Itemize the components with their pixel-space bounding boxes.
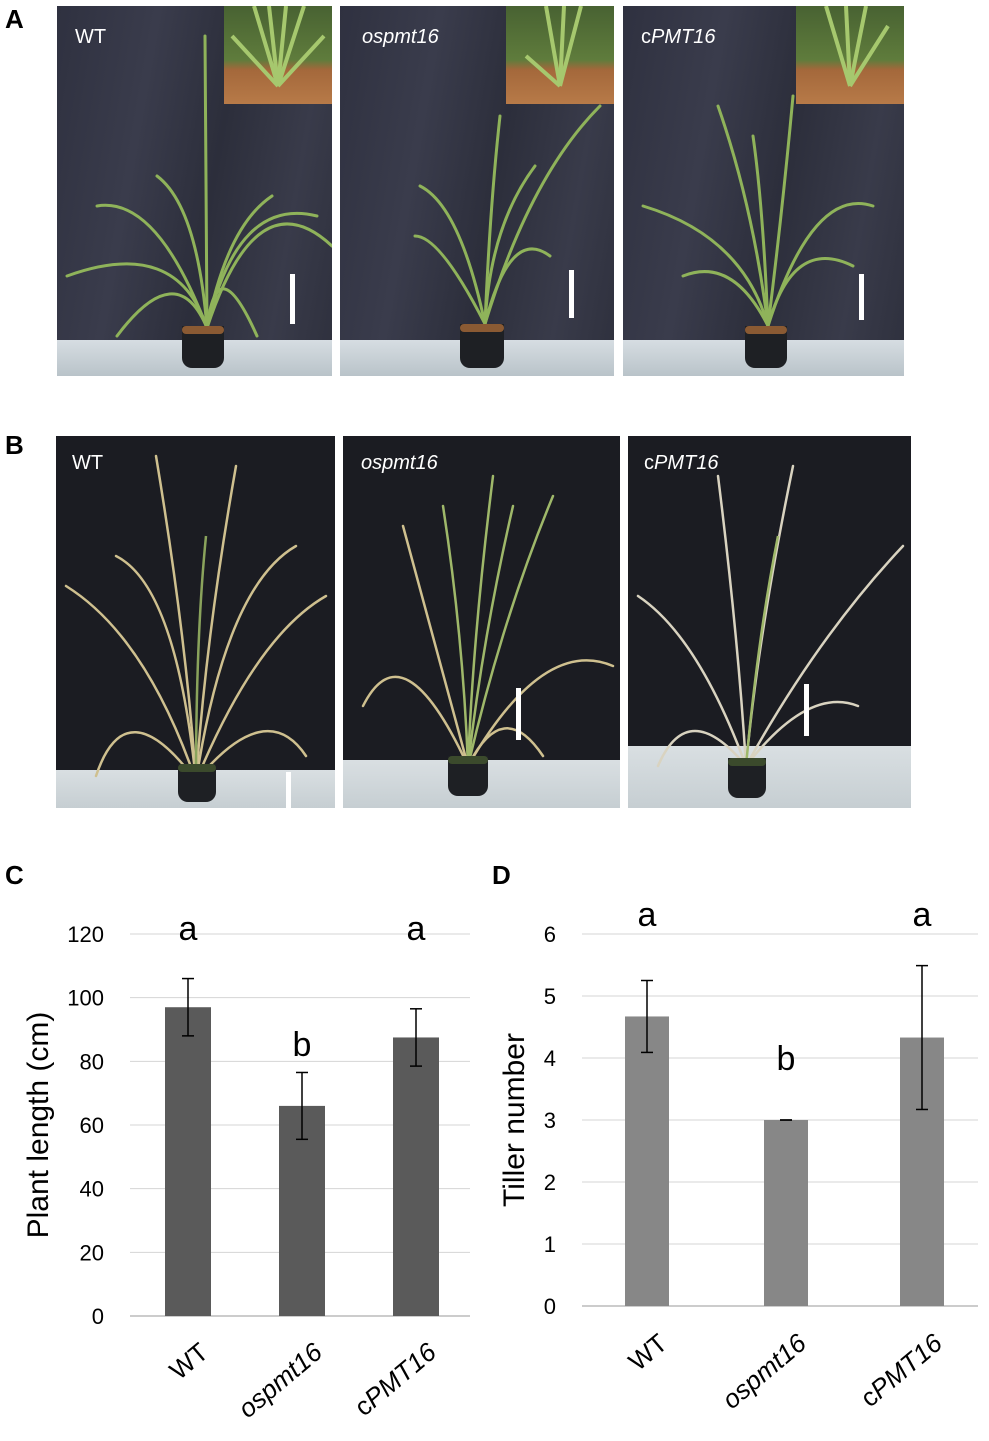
rice-plant-image <box>413 104 602 326</box>
y-tick-label: 20 <box>80 1240 104 1265</box>
panel-letter-c: C <box>5 860 24 890</box>
x-tick-label: WT <box>623 1328 673 1377</box>
x-tick-label: WT <box>164 1337 214 1386</box>
photo-a-ospmt16: ospmt16 <box>340 6 614 376</box>
y-tick-label: 4 <box>544 1046 556 1071</box>
panel-letter-b: B <box>5 430 24 460</box>
photo-b-ospmt16: ospmt16 <box>343 436 620 808</box>
rice-plant-image <box>65 34 332 338</box>
scale-bar <box>286 772 291 808</box>
y-axis-label: Plant length (cm) <box>22 1012 55 1239</box>
photo-label: WT <box>72 452 104 474</box>
scale-bar <box>516 688 521 740</box>
plant-length-chart: 0 20 40 60 80 100 120 Plant length (cm) a WT b ospm… <box>22 910 470 1424</box>
rice-plant-image <box>361 474 615 768</box>
scale-bar <box>859 274 864 320</box>
photo-a-wt: WT <box>57 6 332 376</box>
y-tick-label: 100 <box>67 986 104 1011</box>
y-tick-label: 0 <box>92 1304 104 1329</box>
rice-plant-image <box>64 454 328 783</box>
bar <box>764 1120 808 1306</box>
photo-label: ospmt16 <box>361 452 438 474</box>
bar <box>625 1016 669 1306</box>
x-tick-label: ospmt16 <box>232 1336 328 1423</box>
significance-letter: b <box>777 1040 796 1078</box>
bar <box>279 1105 325 1316</box>
bar <box>393 1037 439 1316</box>
significance-letter: a <box>179 910 198 948</box>
significance-letter: a <box>638 896 657 934</box>
photo-b-cpmt16: cPMT16 <box>628 436 911 808</box>
x-tick-label: cPMT16 <box>854 1327 948 1413</box>
significance-letter: a <box>913 896 932 934</box>
y-tick-label: 2 <box>544 1170 556 1195</box>
y-tick-label: 60 <box>80 1113 104 1138</box>
rice-plant-image <box>641 94 875 328</box>
photo-a-cpmt16: cPMT16 <box>623 6 904 376</box>
inset-photo <box>506 6 614 104</box>
inset-photo <box>224 6 332 104</box>
y-tick-label: 3 <box>544 1108 556 1133</box>
y-tick-label: 0 <box>544 1294 556 1319</box>
y-tick-label: 5 <box>544 984 556 1009</box>
scale-bar <box>290 274 295 324</box>
y-tick-label: 40 <box>80 1177 104 1202</box>
bar <box>165 1007 211 1316</box>
y-axis-label: Tiller number <box>498 1033 531 1207</box>
panel-letter-d: D <box>492 860 511 890</box>
photo-label: cPMT16 <box>644 452 719 474</box>
tiller-number-chart: 0 1 2 3 4 5 6 Tiller number a WT b ospmt16 a cPMT16 <box>498 896 978 1415</box>
y-tick-label: 1 <box>544 1232 556 1257</box>
significance-letter: a <box>407 910 426 948</box>
photo-label: cPMT16 <box>641 26 716 48</box>
y-tick-label: 80 <box>80 1049 104 1074</box>
photo-label: ospmt16 <box>362 26 439 48</box>
x-tick-label: cPMT16 <box>348 1336 442 1422</box>
scale-bar <box>569 270 574 318</box>
y-tick-label: 6 <box>544 922 556 947</box>
rice-plant-image <box>636 464 905 768</box>
x-tick-label: ospmt16 <box>716 1327 812 1414</box>
scale-bar <box>804 684 809 736</box>
panel-letter-a: A <box>5 4 24 34</box>
photo-label: WT <box>75 26 107 48</box>
photo-b-wt: WT <box>56 436 335 808</box>
inset-photo <box>796 6 904 104</box>
significance-letter: b <box>293 1026 312 1064</box>
y-tick-label: 120 <box>67 922 104 947</box>
